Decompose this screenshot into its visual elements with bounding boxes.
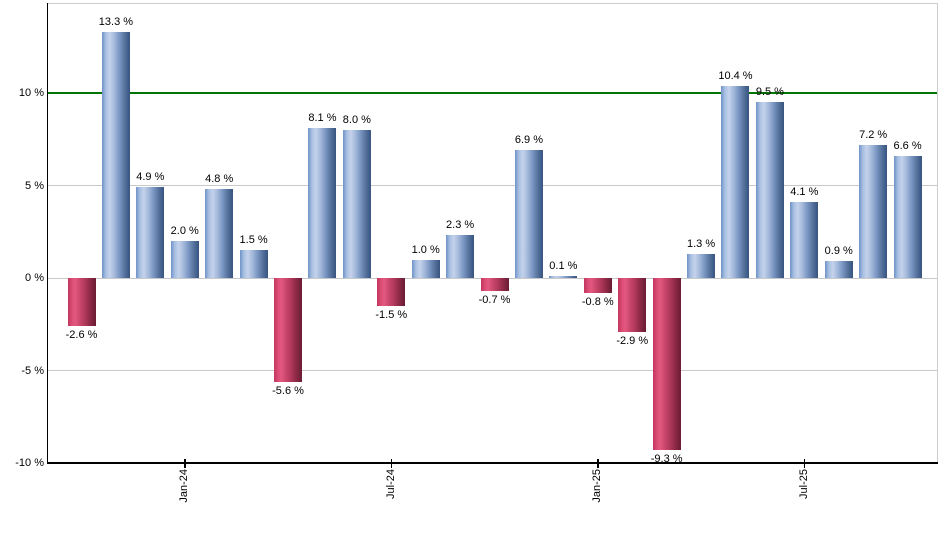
bar bbox=[893, 155, 922, 278]
bar bbox=[790, 202, 819, 278]
bar bbox=[411, 259, 440, 278]
bar-value-label: 4.9 % bbox=[136, 171, 165, 184]
bar-value-label: 4.1 % bbox=[790, 186, 819, 199]
bar-value-label: -9.3 % bbox=[650, 453, 683, 466]
bar-value-label: 0.1 % bbox=[549, 260, 578, 273]
bar bbox=[549, 276, 578, 278]
y-tick-label: -10 % bbox=[15, 457, 44, 469]
reference-line-10pct bbox=[47, 92, 938, 94]
bar bbox=[205, 189, 234, 278]
bar bbox=[755, 102, 784, 278]
bar-value-label: 10.4 % bbox=[718, 69, 753, 82]
x-tick-label: Jul-24 bbox=[384, 469, 397, 499]
bar bbox=[583, 278, 612, 293]
bar bbox=[721, 85, 750, 278]
bar bbox=[824, 261, 853, 278]
bar bbox=[480, 278, 509, 291]
bar bbox=[514, 150, 543, 278]
bar-value-label: 8.1 % bbox=[308, 112, 337, 125]
bar bbox=[239, 250, 268, 278]
bar bbox=[308, 128, 337, 278]
bar bbox=[342, 130, 371, 278]
bar-value-label: 2.3 % bbox=[446, 219, 475, 232]
bar-value-label: -0.7 % bbox=[478, 293, 511, 306]
x-tick-label: Jan-25 bbox=[591, 469, 604, 503]
bar bbox=[618, 278, 647, 332]
bar bbox=[136, 187, 165, 278]
y-gridline bbox=[47, 185, 938, 186]
bar-value-label: 0.9 % bbox=[824, 245, 853, 258]
plot-top-border bbox=[47, 3, 938, 4]
y-tick-label: -5 % bbox=[21, 364, 44, 377]
bar-value-label: 2.0 % bbox=[170, 225, 199, 237]
x-axis-line bbox=[46, 462, 938, 464]
bar bbox=[446, 235, 475, 278]
bar bbox=[170, 241, 199, 278]
y-tick-label: 10 % bbox=[18, 87, 44, 99]
bar-value-label: 7.2 % bbox=[859, 128, 888, 141]
bar-value-label: -1.5 % bbox=[375, 308, 408, 321]
bar-value-label: 1.0 % bbox=[411, 243, 440, 256]
bar-value-label: -2.9 % bbox=[616, 334, 649, 347]
x-tick-label: Jul-25 bbox=[797, 469, 810, 499]
y-gridline bbox=[47, 370, 938, 371]
bar-value-label: 1.3 % bbox=[686, 237, 716, 250]
bar-value-label: 8.0 % bbox=[342, 114, 371, 126]
bar bbox=[67, 278, 96, 327]
y-axis-line bbox=[46, 3, 49, 464]
bar-value-label: 6.6 % bbox=[893, 139, 922, 152]
bar-value-label: -0.8 % bbox=[581, 295, 614, 308]
bar-value-label: -2.6 % bbox=[65, 329, 98, 342]
bar bbox=[652, 278, 681, 451]
bar bbox=[377, 278, 406, 306]
x-tick-label: Jan-24 bbox=[178, 469, 191, 503]
bar-value-label: 6.9 % bbox=[514, 134, 544, 147]
bar-value-label: 4.8 % bbox=[205, 173, 234, 186]
bar bbox=[101, 31, 130, 278]
bar-value-label: 13.3 % bbox=[98, 15, 134, 28]
bar bbox=[687, 253, 716, 278]
plot-right-border bbox=[937, 3, 938, 463]
bar-value-label: -5.6 % bbox=[272, 384, 304, 397]
bar bbox=[859, 144, 888, 278]
bar bbox=[274, 278, 303, 382]
bar-value-label: 1.5 % bbox=[239, 234, 268, 247]
y-tick-label: 5 % bbox=[25, 179, 44, 192]
bar-value-label: 9.5 % bbox=[755, 86, 784, 99]
y-tick-label: 0 % bbox=[25, 272, 44, 284]
